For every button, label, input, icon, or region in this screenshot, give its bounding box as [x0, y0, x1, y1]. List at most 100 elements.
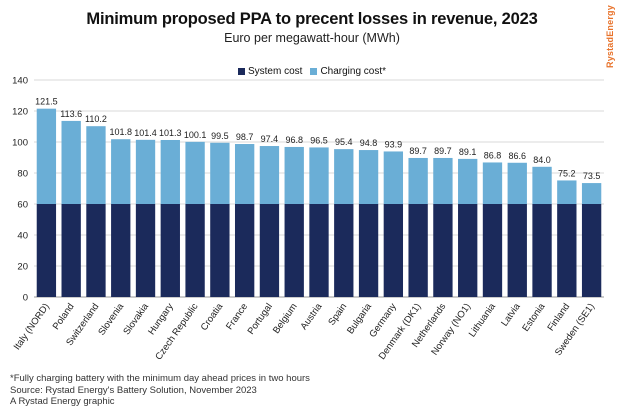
bar-charging-cost [358, 150, 379, 204]
x-tick-label: Portugal [246, 301, 275, 336]
footnote-definition: *Fully charging battery with the minimum… [10, 373, 310, 384]
legend-item-system-cost: System cost [237, 66, 303, 77]
bar-system-cost [458, 204, 478, 297]
data-label-total: 96.5 [310, 135, 328, 145]
data-label-total: 121.5 [35, 97, 58, 107]
bar-charging-cost [482, 162, 503, 204]
bar-charging-cost [86, 126, 106, 204]
bar-charging-cost [334, 149, 354, 204]
bar-charging-cost [507, 162, 527, 204]
data-label-total: 86.6 [508, 151, 526, 161]
bar-charging-cost [36, 108, 57, 204]
data-label-total: 84.0 [533, 155, 551, 165]
data-label-total: 86.8 [484, 150, 502, 160]
bar-system-cost [557, 204, 577, 297]
bar-system-cost [581, 204, 602, 297]
bar-system-cost [185, 204, 205, 297]
y-tick-label: 20 [17, 262, 28, 273]
y-tick-label: 60 [17, 200, 28, 211]
legend-label-system-cost: System cost [247, 66, 303, 77]
bar-system-cost [61, 204, 81, 297]
y-tick-label: 80 [17, 169, 28, 180]
chart-subtitle: Euro per megawatt-hour (MWh) [224, 31, 400, 45]
y-tick-label: 140 [12, 76, 28, 87]
data-label-total: 75.2 [558, 168, 576, 178]
data-label-total: 101.3 [159, 128, 182, 138]
data-label-total: 100.1 [184, 130, 207, 140]
bar-system-cost [36, 204, 57, 297]
data-label-total: 89.1 [459, 147, 477, 157]
y-tick-label: 0 [23, 293, 28, 304]
bar-system-cost [259, 204, 280, 297]
bar-charging-cost [383, 151, 404, 204]
bar-charging-cost [234, 144, 255, 204]
bar-system-cost [482, 204, 503, 297]
x-tick-label: Estonia [520, 301, 548, 334]
bar-charging-cost [185, 141, 205, 204]
data-label-total: 113.6 [60, 109, 82, 119]
data-label-total: 94.8 [360, 138, 378, 148]
bar-system-cost [358, 204, 379, 297]
chart-legend: System cost Charging cost* [0, 66, 624, 77]
data-label-total: 98.7 [236, 132, 254, 142]
x-tick-label: Latvia [499, 301, 523, 329]
data-label-total: 96.8 [285, 135, 303, 145]
chart-title: Minimum proposed PPA to precent losses i… [86, 10, 538, 28]
x-tick-label: France [224, 301, 250, 332]
data-label-total: 89.7 [434, 146, 452, 156]
bar-system-cost [160, 204, 180, 297]
bar-charging-cost [284, 146, 304, 204]
bar-system-cost [532, 204, 552, 297]
bar-charging-cost [433, 157, 453, 204]
bar-charging-cost [581, 183, 602, 204]
bar-charging-cost [557, 180, 577, 204]
bar-charging-cost [259, 146, 280, 204]
bar-charging-cost [210, 142, 230, 204]
bar-charging-cost [309, 147, 329, 204]
data-label-total: 95.4 [335, 137, 353, 147]
data-label-total: 73.5 [583, 171, 601, 181]
data-label-total: 93.9 [385, 139, 403, 149]
bar-system-cost [507, 204, 527, 297]
x-tick-label: Austria [298, 301, 324, 332]
bar-charging-cost [61, 120, 81, 204]
legend-swatch-system-cost [237, 68, 245, 75]
bar-system-cost [383, 204, 404, 297]
data-label-total: 99.5 [211, 131, 229, 141]
bar-charging-cost [135, 139, 156, 204]
legend-item-charging-cost: Charging cost* [310, 66, 386, 77]
data-label-total: 110.2 [85, 114, 107, 124]
y-tick-label: 100 [12, 138, 28, 149]
legend-label-charging-cost: Charging cost* [320, 66, 387, 77]
legend-swatch-charging-cost [310, 68, 318, 75]
data-label-total: 101.4 [134, 128, 157, 138]
data-label-total: 101.8 [109, 127, 132, 137]
bar-system-cost [334, 204, 354, 297]
bar-system-cost [408, 204, 428, 297]
bar-system-cost [433, 204, 453, 297]
data-label-total: 97.4 [261, 134, 279, 144]
y-tick-label: 120 [12, 107, 28, 118]
footnote-credit: A Rystad Energy graphic [10, 396, 115, 407]
x-tick-label: Poland [51, 301, 77, 332]
bar-system-cost [111, 204, 131, 297]
bar-system-cost [309, 204, 329, 297]
footnote-source: Source: Rystad Energy's Battery Solution… [10, 384, 257, 396]
bar-system-cost [234, 204, 255, 297]
bar-system-cost [284, 204, 304, 297]
bar-charging-cost [408, 157, 428, 204]
bar-charging-cost [111, 139, 131, 204]
bar-system-cost [210, 204, 230, 297]
bar-system-cost [86, 204, 106, 297]
bar-system-cost [135, 204, 156, 297]
x-tick-label: Spain [326, 301, 349, 327]
bar-charging-cost [160, 139, 180, 204]
y-tick-label: 40 [17, 231, 28, 242]
data-label-total: 89.7 [409, 146, 427, 156]
bar-charging-cost [532, 166, 552, 204]
footnotes: *Fully charging battery with the minimum… [10, 373, 310, 408]
x-tick-label: Italy (NORD) [12, 301, 52, 352]
bar-charging-cost [458, 158, 478, 204]
x-tick-label: Croatia [199, 301, 226, 333]
